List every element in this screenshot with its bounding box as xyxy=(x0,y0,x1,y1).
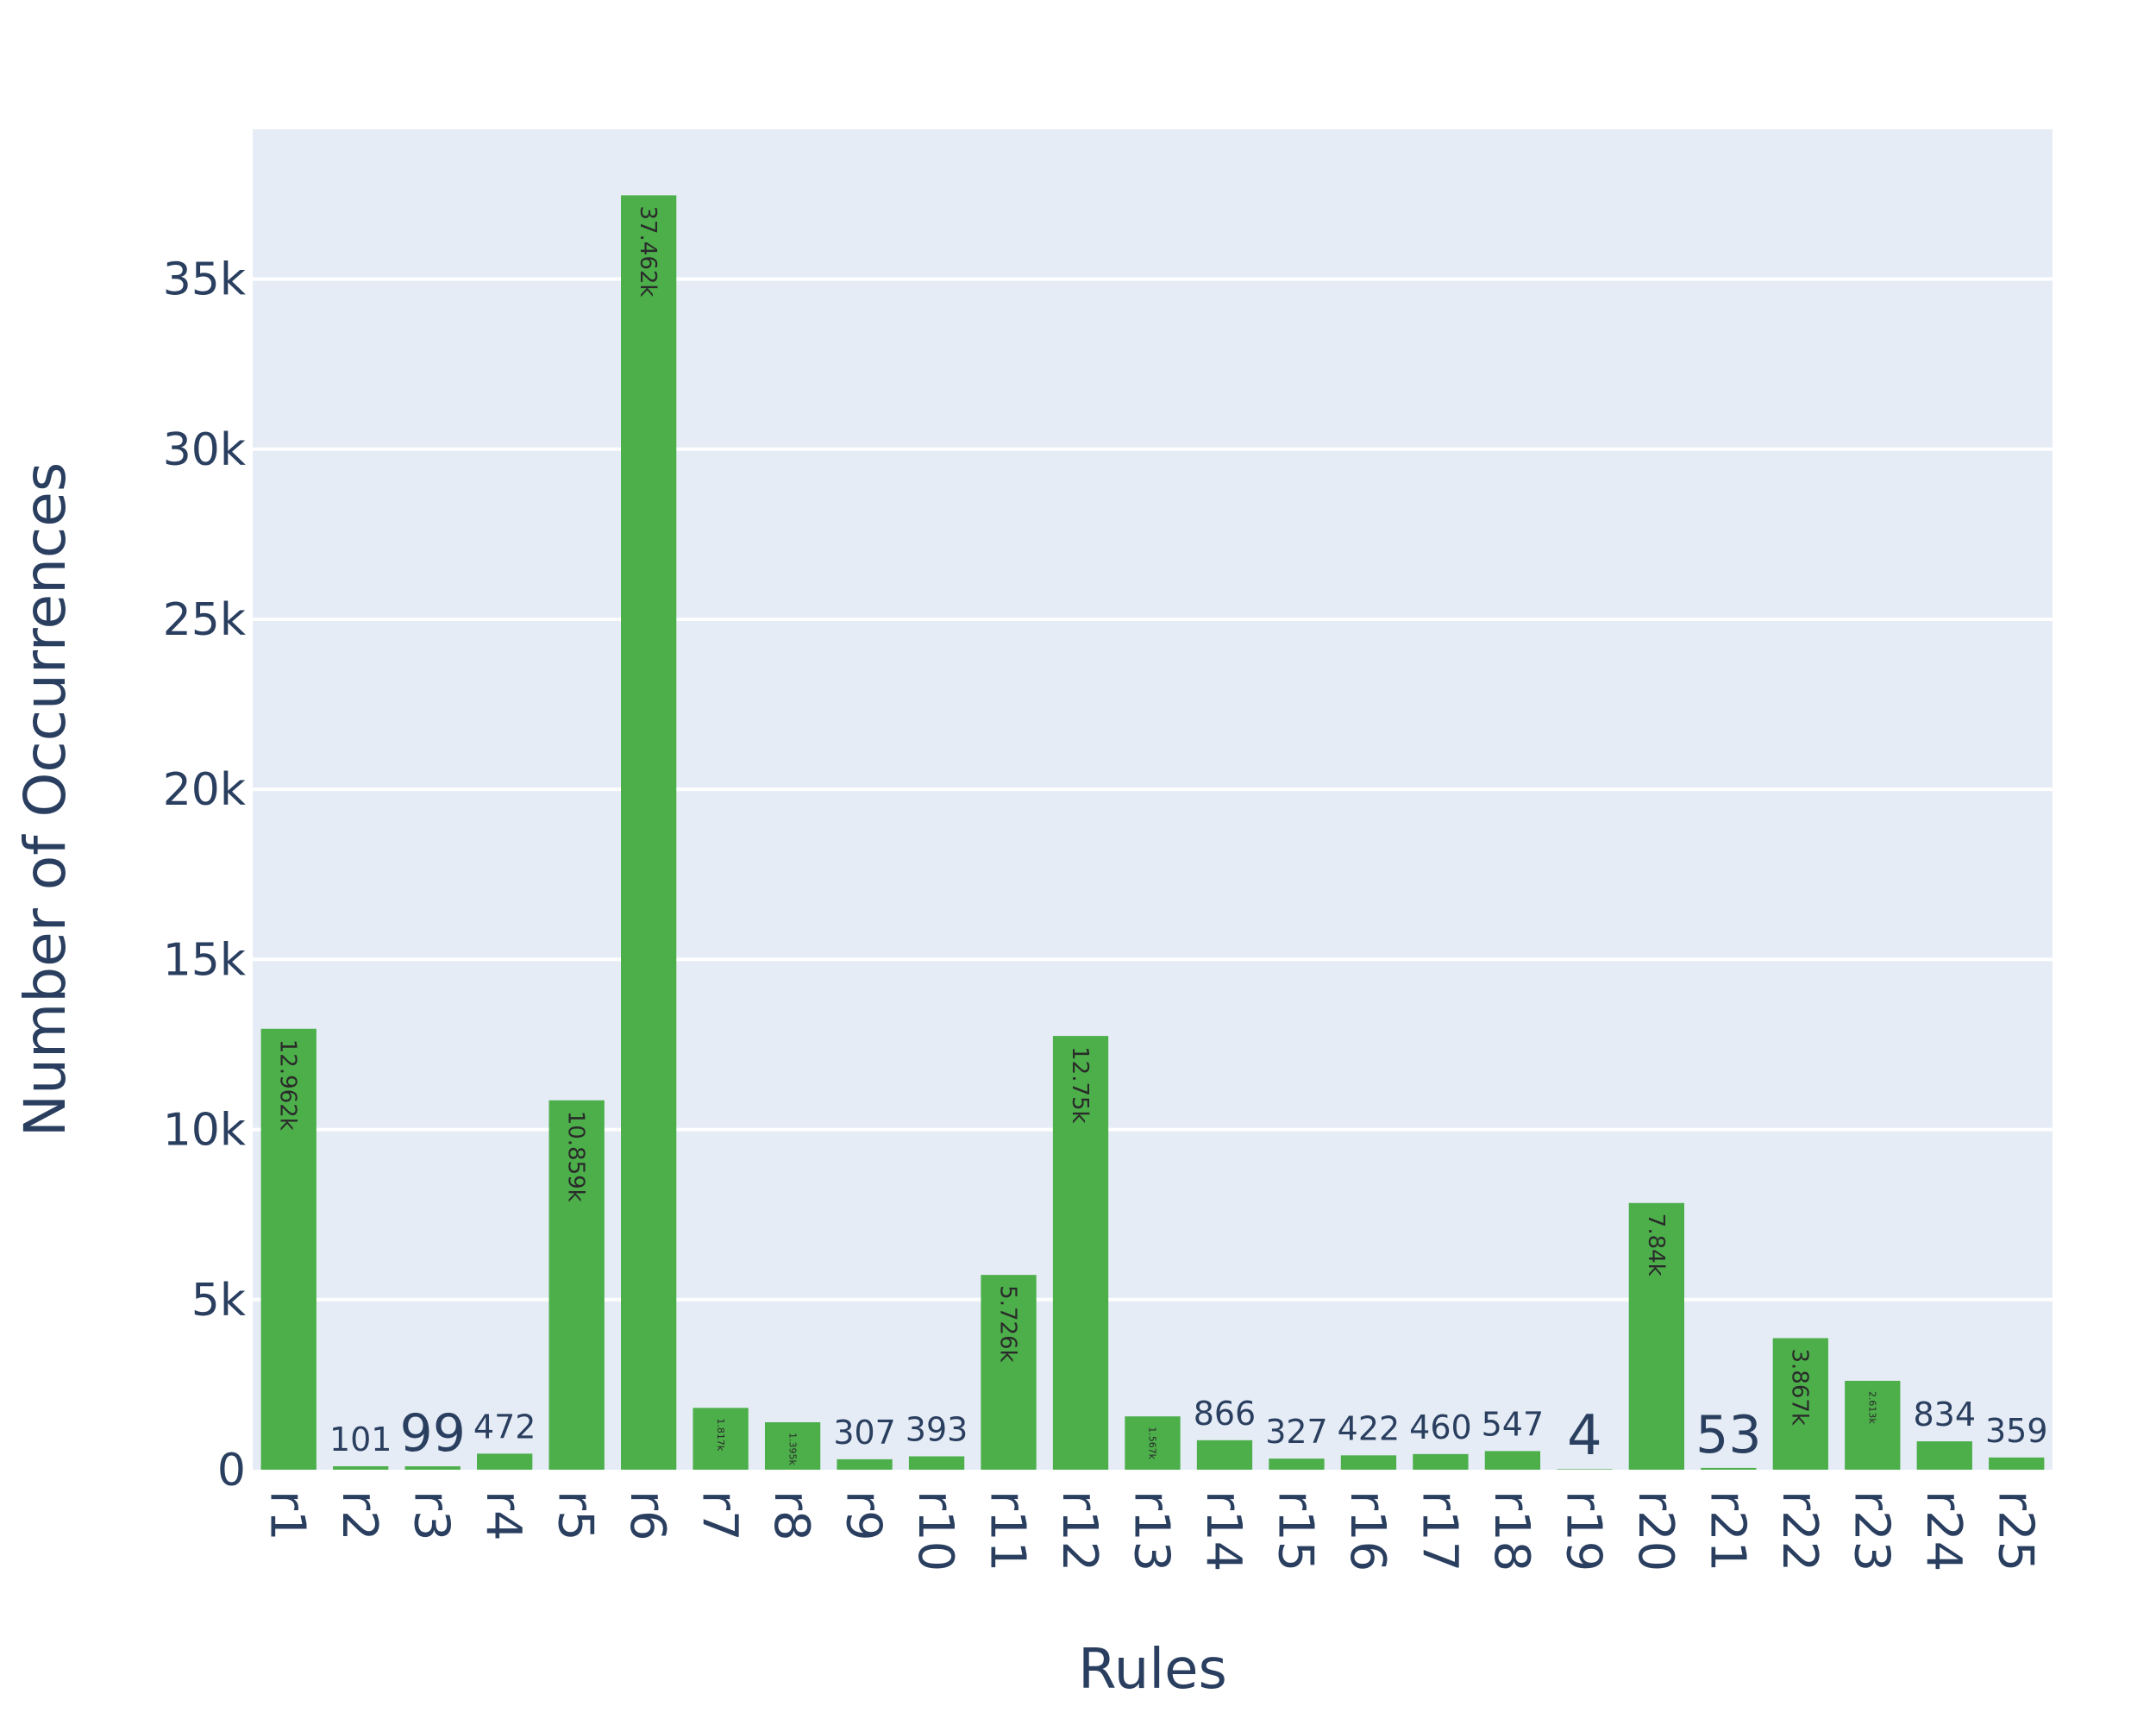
x-tick-label: r17 xyxy=(1411,1490,1467,1571)
bar-label-r6: 37.462k xyxy=(635,205,661,297)
bar-label-r21: 53 xyxy=(1695,1405,1761,1465)
bar-r2 xyxy=(333,1466,389,1470)
y-axis-ticks: 0 5k 10k 15k 20k 25k 30k 35k xyxy=(163,254,246,1496)
bar-r18 xyxy=(1484,1451,1541,1470)
x-tick-label: r18 xyxy=(1483,1490,1539,1571)
bar-label-r16: 422 xyxy=(1338,1409,1401,1447)
x-tick-label: r24 xyxy=(1915,1490,1971,1571)
y-tick-label: 35k xyxy=(163,254,246,306)
y-tick-label: 20k xyxy=(163,764,246,816)
y-tick-label: 0 xyxy=(217,1445,246,1496)
bar-label-r20: 7.84k xyxy=(1643,1214,1669,1276)
y-axis-title: Number of Occurrences xyxy=(12,462,78,1137)
x-tick-label: r14 xyxy=(1195,1490,1251,1571)
bar-r25 xyxy=(1989,1457,2045,1470)
bar-label-r7: 1.817k xyxy=(715,1418,726,1451)
bar-r11 xyxy=(981,1275,1037,1470)
bar-label-r10: 393 xyxy=(906,1410,968,1448)
x-tick-label: r16 xyxy=(1339,1490,1395,1571)
bar-label-r2: 101 xyxy=(329,1421,392,1458)
bar-r17 xyxy=(1413,1453,1469,1470)
bar-label-r4: 472 xyxy=(473,1408,536,1446)
x-tick-label: r15 xyxy=(1267,1490,1323,1571)
bar-label-r18: 547 xyxy=(1482,1405,1545,1443)
x-tick-label: r13 xyxy=(1124,1490,1180,1571)
x-tick-label: r2 xyxy=(331,1490,387,1541)
bar-label-r22: 3.867k xyxy=(1787,1348,1813,1426)
bar-label-r9: 307 xyxy=(833,1414,896,1452)
bar-r21 xyxy=(1701,1467,1757,1470)
bar-label-r3: 99 xyxy=(400,1403,466,1464)
bar-r6 xyxy=(621,195,677,1470)
x-tick-label: r1 xyxy=(260,1490,316,1541)
bar-r10 xyxy=(908,1456,965,1470)
bar-r15 xyxy=(1269,1458,1325,1470)
bar-label-r24: 834 xyxy=(1914,1396,1977,1433)
bar-r1 xyxy=(260,1028,317,1470)
bar-r9 xyxy=(837,1458,893,1470)
bar-r5 xyxy=(548,1100,605,1470)
x-tick-label: r4 xyxy=(475,1490,531,1541)
x-tick-label: r12 xyxy=(1051,1490,1107,1571)
bar-label-r12: 12.75k xyxy=(1067,1046,1093,1124)
x-tick-label: r19 xyxy=(1555,1490,1611,1571)
x-tick-label: r7 xyxy=(692,1490,748,1541)
bar-r20 xyxy=(1628,1202,1684,1470)
bar-label-r17: 460 xyxy=(1409,1408,1472,1446)
plot-background xyxy=(253,129,2053,1470)
bar-r22 xyxy=(1772,1338,1828,1470)
bar-label-r23: 2.613k xyxy=(1866,1391,1877,1424)
bar-r24 xyxy=(1916,1441,1972,1470)
x-tick-label: r22 xyxy=(1771,1490,1827,1571)
bar-r13 xyxy=(1125,1416,1181,1470)
y-tick-label: 30k xyxy=(163,424,246,476)
bar-label-r11: 5.726k xyxy=(994,1285,1020,1363)
x-tick-label: r5 xyxy=(548,1490,604,1541)
bar-label-r25: 359 xyxy=(1985,1412,2048,1450)
bar-r14 xyxy=(1196,1440,1253,1470)
x-axis-ticks: r1 r2 r3 r4 r5 r6 r7 r8 r9 r10 r11 r12 r13 r14 r15 r16 r… xyxy=(260,1490,2044,1571)
bars xyxy=(260,195,2045,1470)
bar-r4 xyxy=(477,1453,533,1470)
bar-r8 xyxy=(764,1421,821,1470)
x-tick-label: r6 xyxy=(619,1490,675,1541)
x-tick-label: r21 xyxy=(1699,1490,1755,1571)
bar-label-r15: 327 xyxy=(1265,1413,1328,1451)
bar-label-r14: 866 xyxy=(1194,1395,1257,1433)
bar-r23 xyxy=(1845,1380,1901,1470)
x-tick-label: r25 xyxy=(1987,1490,2043,1571)
x-tick-label: r23 xyxy=(1843,1490,1899,1571)
y-tick-label: 15k xyxy=(163,934,246,986)
x-tick-label: r11 xyxy=(980,1490,1036,1571)
bar-r7 xyxy=(693,1408,749,1470)
x-tick-label: r20 xyxy=(1627,1490,1683,1571)
bar-r16 xyxy=(1340,1455,1397,1470)
bar-r19 xyxy=(1557,1469,1613,1470)
bar-label-r8: 1.395k xyxy=(787,1433,798,1465)
bar-labels: 12.962k 101 99 472 10.859k 37.462k 1.817k 1.395… xyxy=(275,205,2048,1467)
x-axis-title: Rules xyxy=(1078,1638,1227,1702)
x-tick-label: r3 xyxy=(404,1490,460,1541)
bar-label-r19: 4 xyxy=(1567,1404,1602,1468)
bar-label-r13: 1.567k xyxy=(1147,1427,1158,1459)
bar-r12 xyxy=(1052,1036,1109,1470)
y-tick-label: 5k xyxy=(191,1275,246,1327)
bar-r3 xyxy=(404,1466,461,1470)
x-tick-label: r9 xyxy=(836,1490,892,1541)
x-tick-label: r10 xyxy=(907,1490,963,1571)
bar-label-r1: 12.962k xyxy=(275,1039,301,1131)
y-tick-label: 25k xyxy=(163,594,246,646)
bar-label-r5: 10.859k xyxy=(563,1111,589,1202)
x-tick-label: r8 xyxy=(763,1490,819,1541)
y-tick-label: 10k xyxy=(163,1105,246,1157)
